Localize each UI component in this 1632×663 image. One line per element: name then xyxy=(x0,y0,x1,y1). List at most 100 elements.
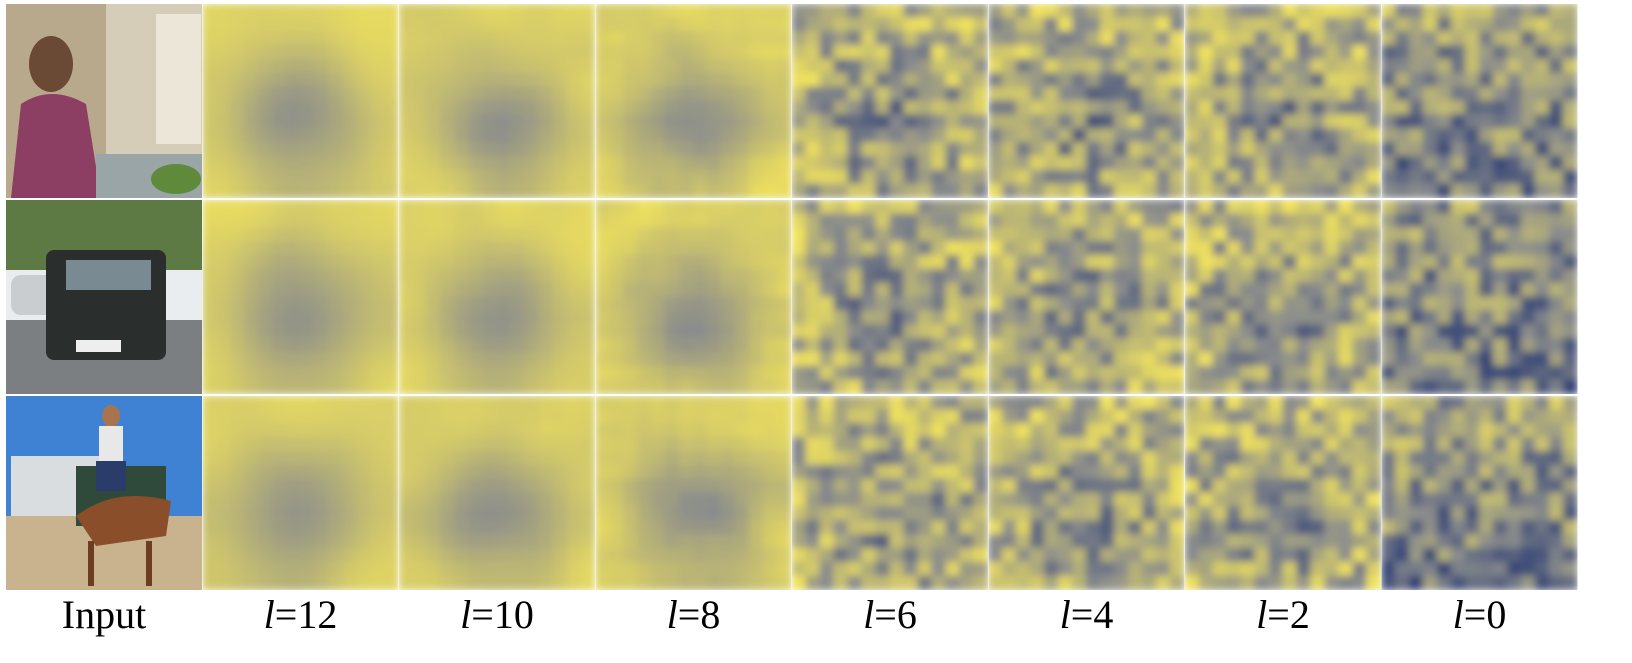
heatmap-cell xyxy=(1016,17,1031,32)
heatmap-cell xyxy=(904,396,919,411)
heatmap-cell xyxy=(932,297,947,312)
heatmap-cell xyxy=(1030,548,1045,563)
heatmap-cell xyxy=(1156,324,1171,339)
heatmap-cell xyxy=(286,324,301,339)
heatmap-cell xyxy=(1507,142,1522,157)
heatmap-cell xyxy=(1535,101,1550,116)
heatmap-cell xyxy=(1185,114,1200,129)
heatmap-cell xyxy=(679,17,694,32)
heatmap-cell xyxy=(623,4,638,19)
heatmap-cell xyxy=(1507,4,1522,19)
heatmap-cell xyxy=(553,227,568,242)
heatmap-cell xyxy=(988,184,1003,199)
heatmap-cell xyxy=(258,73,273,88)
heatmap-cell xyxy=(1283,200,1298,215)
heatmap-cell xyxy=(1297,423,1312,438)
heatmap-cell xyxy=(974,142,989,157)
heatmap-cell xyxy=(820,283,835,298)
heatmap-cell xyxy=(1002,269,1017,284)
heatmap-panel xyxy=(1185,200,1382,395)
heatmap-cell xyxy=(876,156,891,171)
heatmap-cell xyxy=(244,576,259,591)
heatmap-cell xyxy=(1325,493,1340,508)
heatmap-cell xyxy=(1563,437,1578,452)
heatmap-cell xyxy=(763,45,778,60)
heatmap-cell xyxy=(483,59,498,74)
heatmap-cell xyxy=(1409,200,1424,215)
heatmap-cell xyxy=(1170,142,1185,157)
heatmap-cell xyxy=(1549,451,1564,466)
heatmap-cell xyxy=(314,437,329,452)
heatmap-cell xyxy=(988,213,1003,228)
heatmap-cell xyxy=(848,45,863,60)
heatmap-cell xyxy=(413,310,428,325)
heatmap-cell xyxy=(609,479,624,494)
heatmap-cell xyxy=(1367,465,1382,480)
heatmap-cell xyxy=(665,562,680,577)
heatmap-cell xyxy=(1283,562,1298,577)
heatmap-cell xyxy=(665,506,680,521)
heatmap-cell xyxy=(272,409,287,424)
heatmap-cell xyxy=(1170,396,1185,411)
heatmap-cell xyxy=(441,465,456,480)
heatmap-cell xyxy=(300,506,315,521)
heatmap-cell xyxy=(1479,520,1494,535)
heatmap-cell xyxy=(1465,465,1480,480)
heatmap-cell xyxy=(511,396,526,411)
heatmap-cell xyxy=(370,73,385,88)
heatmap-cell xyxy=(806,101,821,116)
heatmap-cells xyxy=(1381,396,1578,591)
heatmap-cell xyxy=(1549,59,1564,74)
heatmap-cell xyxy=(890,45,905,60)
heatmap-cell xyxy=(665,213,680,228)
heatmap-cell xyxy=(511,366,526,381)
heatmap-cell xyxy=(679,241,694,256)
heatmap-cell xyxy=(721,338,736,353)
heatmap-cell xyxy=(904,338,919,353)
heatmap-cell xyxy=(1535,114,1550,129)
heatmap-cell xyxy=(918,87,933,102)
heatmap-cell xyxy=(834,156,849,171)
heatmap-cell xyxy=(1072,338,1087,353)
heatmap-cell xyxy=(792,170,807,185)
heatmap-cell xyxy=(1423,241,1438,256)
heatmap-cell xyxy=(1185,213,1200,228)
heatmap-cell xyxy=(567,562,582,577)
heatmap-cell xyxy=(314,101,329,116)
heatmap-cell xyxy=(553,255,568,270)
heatmap-cell xyxy=(356,409,371,424)
heatmap-cell xyxy=(511,409,526,424)
heatmap-cell xyxy=(1142,241,1157,256)
heatmap-cell xyxy=(455,520,470,535)
heatmap-cell xyxy=(1549,101,1564,116)
heatmap-cell xyxy=(707,396,722,411)
heatmap-cell xyxy=(1549,156,1564,171)
heatmap-cell xyxy=(834,170,849,185)
heatmap-cell xyxy=(272,396,287,411)
heatmap-cell xyxy=(651,269,666,284)
heatmap-cell xyxy=(974,114,989,129)
heatmap-cell xyxy=(721,465,736,480)
heatmap-cell xyxy=(834,4,849,19)
heatmap-cell xyxy=(1451,534,1466,549)
heatmap-cell xyxy=(1170,366,1185,381)
heatmap-cell xyxy=(1072,409,1087,424)
heatmap-cell xyxy=(1339,4,1354,19)
heatmap-cell xyxy=(679,156,694,171)
heatmap-cell xyxy=(721,310,736,325)
heatmap-cell xyxy=(777,101,792,116)
heatmap-cell xyxy=(651,255,666,270)
heatmap-cell xyxy=(328,576,343,591)
heatmap-cell xyxy=(834,409,849,424)
heatmap-cell xyxy=(623,437,638,452)
heatmap-cell xyxy=(314,297,329,312)
heatmap-cell xyxy=(848,269,863,284)
heatmap-cell xyxy=(399,576,414,591)
heatmap-cell xyxy=(1409,213,1424,228)
heatmap-cell xyxy=(1437,437,1452,452)
heatmap-cell xyxy=(1521,423,1536,438)
heatmap-cell xyxy=(904,548,919,563)
heatmap-cell xyxy=(763,310,778,325)
heatmap-cell xyxy=(300,227,315,242)
heatmap-cell xyxy=(1479,465,1494,480)
